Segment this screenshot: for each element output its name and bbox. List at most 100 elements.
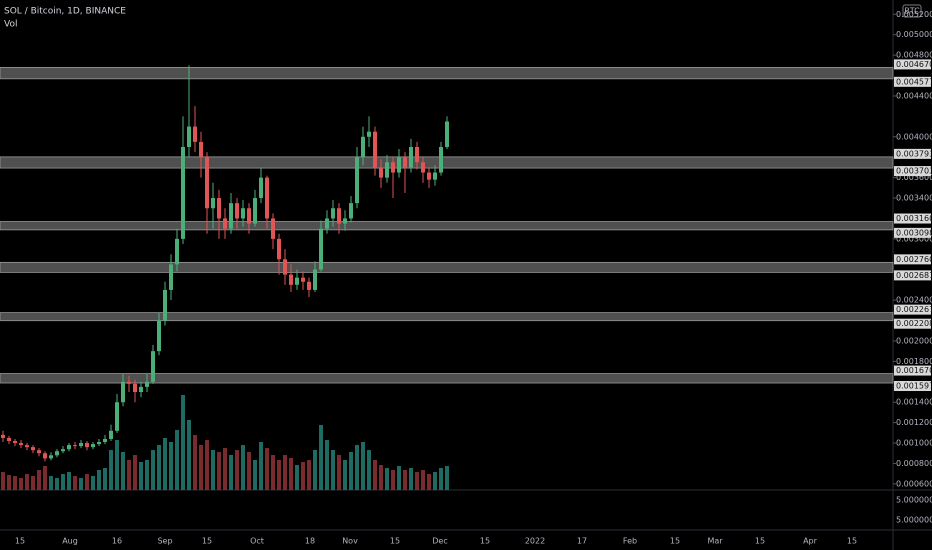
lower-pane-label: 5.00000000 <box>896 496 932 505</box>
volume-bar <box>145 460 149 490</box>
volume-bar <box>55 478 59 490</box>
volume-bar <box>259 442 263 490</box>
candle-body <box>67 445 71 450</box>
candle-body <box>259 177 263 199</box>
volume-bar <box>49 476 53 490</box>
y-tick-label: 0.00480000 <box>896 51 932 60</box>
volume-bar <box>265 448 269 490</box>
volume-bar <box>313 450 317 490</box>
zone-label-box <box>894 213 931 224</box>
candle-body <box>187 126 191 147</box>
volume-bar <box>343 460 347 490</box>
volume-bar <box>277 460 281 490</box>
x-tick-label: Dec <box>432 537 447 546</box>
currency-badge: BTC <box>904 7 920 16</box>
volume-bar <box>235 450 239 490</box>
zone-label-box <box>894 59 931 70</box>
candle-body <box>445 121 449 147</box>
candle-body <box>1 434 5 438</box>
volume-bar <box>403 470 407 490</box>
volume-bar <box>109 450 113 490</box>
candle-body <box>355 157 359 204</box>
candle-body <box>109 430 113 439</box>
volume-bar <box>301 462 305 490</box>
y-tick-label: 0.00060000 <box>896 479 932 488</box>
y-tick-label: 0.00240000 <box>896 296 932 305</box>
zone-label-box <box>894 76 931 87</box>
candle-body <box>331 208 335 219</box>
candle-body <box>295 277 299 285</box>
zone-label: 0.00370340 <box>896 167 932 176</box>
candle-body <box>157 320 161 352</box>
candle-body <box>343 218 347 224</box>
volume-bar <box>91 476 95 490</box>
x-tick-label: 18 <box>305 537 315 546</box>
x-tick-label: Feb <box>623 537 637 546</box>
volume-bar <box>13 476 17 490</box>
x-tick-label: 17 <box>577 537 587 546</box>
candle-body <box>217 198 221 219</box>
candle-body <box>151 351 155 382</box>
candle-body <box>163 289 167 321</box>
x-tick-label: Oct <box>250 537 264 546</box>
volume-bar <box>217 452 221 490</box>
candle-body <box>7 437 11 441</box>
candle-body <box>247 208 251 224</box>
candle-body <box>13 441 17 444</box>
candle-body <box>205 157 209 209</box>
zone-label: 0.00316012 <box>896 214 932 223</box>
volume-bar <box>295 465 299 490</box>
volume-bar <box>19 478 23 490</box>
candle-body <box>313 269 317 290</box>
x-tick-label: Aug <box>62 537 78 546</box>
candle-body <box>127 381 131 384</box>
candle-body <box>91 444 95 448</box>
volume-bar <box>241 445 245 490</box>
volume-bar <box>193 435 197 490</box>
volume-bar <box>211 450 215 490</box>
volume-bar <box>253 460 257 490</box>
candle-body <box>391 162 395 173</box>
volume-bar <box>445 466 449 490</box>
candle-body <box>61 449 65 452</box>
currency-badge-box <box>902 4 922 18</box>
candle-body <box>145 381 149 387</box>
volume-bar <box>175 430 179 490</box>
volume-bar <box>337 455 341 490</box>
y-tick-label: 0.00080000 <box>896 459 932 468</box>
volume-bar <box>25 474 29 490</box>
volume-bar <box>247 452 251 490</box>
candle-body <box>199 141 203 158</box>
volume-bar <box>349 452 353 490</box>
candle-body <box>349 203 353 219</box>
candle-body <box>181 147 185 239</box>
x-tick-label: Mar <box>707 537 723 546</box>
volume-bar <box>1 472 5 490</box>
candle-body <box>361 136 365 158</box>
volume-bar <box>127 460 131 490</box>
zone-label-box <box>894 148 931 159</box>
volume-bar <box>97 470 101 490</box>
candle-body <box>283 259 287 275</box>
lower-pane-label: 5.00000000 <box>896 516 932 525</box>
volume-bar <box>283 455 287 490</box>
zone-label: 0.00309810 <box>896 228 932 237</box>
x-tick-label: 15 <box>390 537 400 546</box>
zone-label-box <box>894 270 931 281</box>
candle-body <box>235 203 239 219</box>
x-tick-label: 15 <box>15 537 25 546</box>
volume-bar <box>205 440 209 490</box>
candle-body <box>79 443 83 447</box>
volume-bar <box>37 470 41 490</box>
y-tick-label: 0.00400000 <box>896 132 932 141</box>
zone-label: 0.00220830 <box>896 319 932 328</box>
y-tick-label: 0.00360000 <box>896 173 932 182</box>
candle-body <box>265 177 269 219</box>
zone-label: 0.00276020 <box>896 255 932 264</box>
chart-title: SOL / Bitcoin, 1D, BINANCE <box>4 7 126 17</box>
y-tick-label: 0.00500000 <box>896 30 932 39</box>
candle-body <box>415 147 419 163</box>
x-tick-label: 15 <box>480 537 490 546</box>
zone-label-box <box>894 304 931 315</box>
